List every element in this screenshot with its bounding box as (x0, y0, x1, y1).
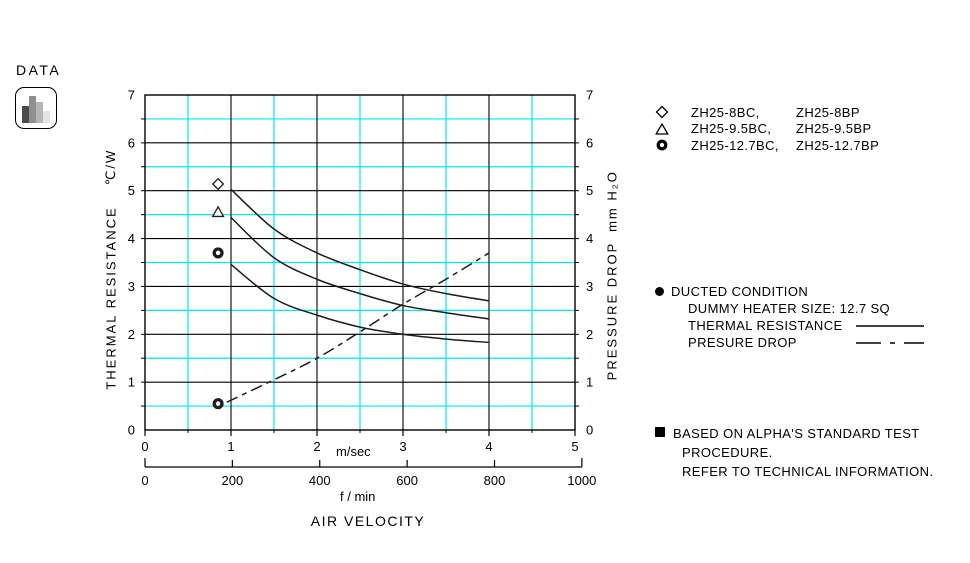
thermal-resistance-pressure-drop-chart: 0 01 12 23 34 45 56 67 70 1 2 3 4 50 200 400 600 800 1000 (128, 88, 597, 489)
svg-text:3: 3 (128, 279, 135, 294)
svg-text:1: 1 (586, 375, 593, 390)
svg-text:0: 0 (141, 473, 148, 488)
x2-unit-label: f / min (340, 489, 376, 504)
ducted-condition-note: DUCTED CONDITION DUMMY HEATER SIZE: 12.7… (655, 283, 925, 351)
legend-row: ZH25-8BC, ZH25-8BP (655, 104, 879, 121)
note-line: PROCEDURE. (682, 445, 773, 460)
legend-label: ZH25-8BP (796, 104, 860, 120)
legend-row: ZH25-9.5BC, ZH25-9.5BP (655, 121, 879, 138)
test-procedure-note: BASED ON ALPHA'S STANDARD TEST PROCEDURE… (655, 424, 933, 481)
svg-text:7: 7 (128, 88, 135, 103)
legend-label: ZH25-9.5BC, (691, 121, 772, 137)
y-right-unit-label: mm H₂O (604, 170, 620, 232)
y-left-unit-label: ℃/W (103, 148, 118, 186)
svg-text:6: 6 (586, 135, 593, 150)
svg-text:0: 0 (141, 439, 148, 454)
svg-text:800: 800 (484, 473, 506, 488)
bar-chart-icon-bar (22, 106, 29, 123)
svg-text:1000: 1000 (567, 473, 596, 488)
svg-text:0: 0 (586, 423, 593, 438)
y-right-axis-title: PRESSURE DROP (604, 241, 620, 381)
ducted-condition-title: DUCTED CONDITION (671, 284, 809, 299)
diamond-marker-icon (655, 105, 669, 119)
svg-text:1: 1 (128, 375, 135, 390)
note-line: BASED ON ALPHA'S STANDARD TEST (673, 426, 920, 441)
x-axis-title: AIR VELOCITY (310, 513, 426, 529)
dummy-heater-size-line: DUMMY HEATER SIZE: 12.7 SQ (688, 301, 891, 316)
bar-chart-icon[interactable] (15, 87, 57, 129)
svg-text:400: 400 (309, 473, 331, 488)
dash-dot-line-sample-icon (856, 341, 924, 344)
bar-chart-icon-bar (36, 102, 43, 123)
solid-line-sample-icon (856, 324, 924, 327)
svg-text:2: 2 (128, 327, 135, 342)
svg-text:5: 5 (571, 439, 578, 454)
svg-text:5: 5 (128, 183, 135, 198)
data-chip-label: DATA (16, 62, 62, 78)
legend-label: ZH25-8BC, (691, 104, 760, 120)
svg-text:4: 4 (485, 439, 492, 454)
svg-text:5: 5 (586, 183, 593, 198)
svg-text:3: 3 (399, 439, 406, 454)
svg-text:200: 200 (222, 473, 244, 488)
svg-text:4: 4 (128, 231, 135, 246)
filled-circle-bullet-icon (655, 287, 664, 296)
legend-label: ZH25-12.7BP (796, 137, 880, 153)
y-left-axis-title: THERMAL RESISTANCE (103, 206, 119, 390)
legend-label: ZH25-12.7BC, (691, 137, 779, 153)
bar-chart-icon-bar (43, 111, 50, 123)
svg-text:0: 0 (128, 423, 135, 438)
svg-text:7: 7 (586, 88, 593, 103)
svg-text:2: 2 (586, 327, 593, 342)
legend-row: ZH25-12.7BC, ZH25-12.7BP (655, 137, 879, 154)
triangle-marker-icon (655, 122, 669, 135)
svg-text:3: 3 (586, 279, 593, 294)
svg-text:600: 600 (396, 473, 418, 488)
svg-text:2: 2 (313, 439, 320, 454)
donut-marker-icon (656, 139, 668, 151)
svg-text:6: 6 (128, 135, 135, 150)
bar-chart-icon-bar (29, 96, 36, 123)
legend: ZH25-8BC, ZH25-8BP ZH25-9.5BC, ZH25-9.5B… (655, 104, 879, 154)
legend-label: ZH25-9.5BP (796, 121, 872, 137)
svg-text:1: 1 (227, 439, 234, 454)
note-line: REFER TO TECHNICAL INFORMATION. (682, 464, 934, 479)
pressure-drop-key-label: PRESURE DROP (688, 335, 797, 350)
svg-text:4: 4 (586, 231, 593, 246)
x-unit-label: m/sec (336, 444, 371, 459)
thermal-resistance-key-label: THERMAL RESISTANCE (688, 318, 843, 333)
filled-square-bullet-icon (655, 427, 665, 437)
